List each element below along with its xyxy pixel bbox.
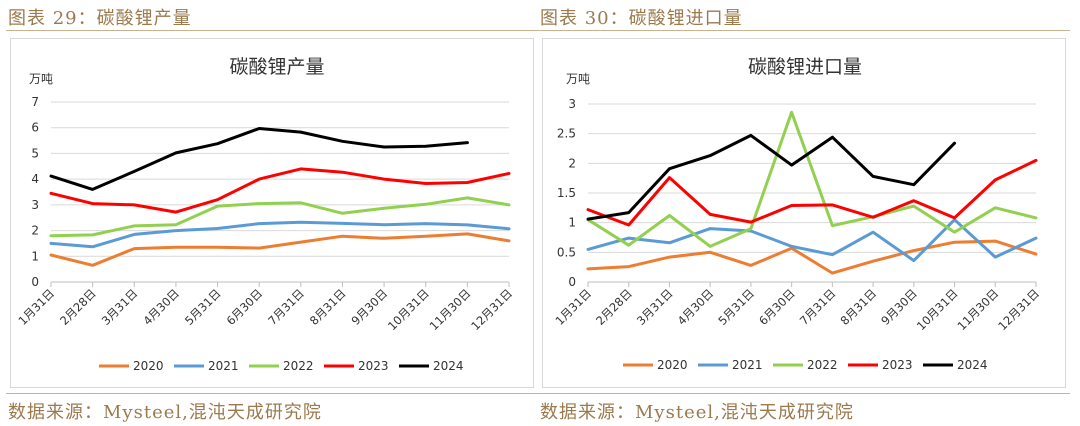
caption-rule — [538, 30, 1070, 31]
y-tick-label: 4 — [31, 172, 39, 186]
legend-label: 2021 — [208, 359, 239, 373]
data-source: 数据来源：Mysteel,混沌天成研究院 — [8, 402, 322, 423]
legend-label: 2023 — [882, 358, 913, 372]
legend-label: 2020 — [657, 358, 688, 372]
legend-label: 2023 — [358, 359, 389, 373]
unit-label: 万吨 — [29, 72, 53, 86]
chart-frame: 碳酸锂产量万吨 0 1 2 3 4 5 6 7 1月31日 2月28日 3月31日 4月30日 5月31日… — [10, 38, 534, 388]
y-tick-label: 3 — [31, 198, 39, 212]
x-tick-label: 12月31日 — [995, 286, 1042, 333]
series-line-2023 — [49, 167, 511, 214]
figure-30-panel: 图表 30：碳酸锂进口量 碳酸锂进口量 万吨 0 0.5 1 1.5 2 2.5 3 1月31日 2… — [538, 0, 1070, 426]
legend-label: 2022 — [807, 358, 838, 372]
x-tick-label: 2月28日 — [57, 286, 99, 328]
y-tick-label: 0 — [568, 275, 576, 289]
y-tick-label: 1 — [31, 249, 39, 263]
legend-label: 2024 — [433, 359, 464, 373]
x-tick-label: 9月30日 — [349, 286, 391, 328]
x-tick-label: 1月31日 — [15, 286, 57, 328]
series-line-2021 — [586, 218, 1038, 263]
y-tick-label: 2 — [568, 156, 576, 170]
source-rule — [6, 393, 538, 394]
data-source: 数据来源：Mysteel,混沌天成研究院 — [540, 402, 854, 423]
series-line-2023 — [586, 158, 1038, 227]
series-line-2021 — [49, 220, 511, 249]
y-tick-label: 6 — [31, 121, 39, 135]
x-tick-label: 2月28日 — [593, 286, 635, 328]
figure-caption: 图表 30：碳酸锂进口量 — [540, 8, 743, 29]
legend-label: 2021 — [732, 358, 763, 372]
legend-label: 2024 — [957, 358, 988, 372]
x-tick-label: 10月31日 — [385, 286, 432, 333]
x-tick-label: 5月31日 — [182, 286, 224, 328]
legend-label: 2020 — [133, 359, 164, 373]
x-tick-label: 1月31日 — [552, 286, 594, 328]
x-tick-label: 6月30日 — [756, 286, 798, 328]
x-tick-label: 3月31日 — [634, 286, 676, 328]
y-tick-label: 0 — [31, 275, 39, 289]
x-tick-label: 5月31日 — [715, 286, 757, 328]
x-tick-label: 3月31日 — [99, 286, 141, 328]
y-tick-label: 5 — [31, 146, 39, 160]
x-tick-label: 4月30日 — [140, 286, 182, 328]
legend-label: 2022 — [283, 359, 314, 373]
chart-title: 碳酸锂进口量 — [748, 56, 862, 78]
y-tick-label: 2 — [31, 224, 39, 238]
figure-caption: 图表 29：碳酸锂产量 — [8, 8, 192, 29]
series-line-2022 — [586, 110, 1038, 248]
x-tick-label: 9月30日 — [878, 286, 920, 328]
x-tick-label: 4月30日 — [675, 286, 717, 328]
x-tick-label: 6月30日 — [224, 286, 266, 328]
y-tick-label: 2.5 — [557, 127, 576, 141]
caption-rule — [6, 30, 538, 31]
y-tick-label: 3 — [568, 97, 576, 111]
y-tick-label: 0.5 — [557, 245, 576, 259]
y-tick-label: 1 — [568, 216, 576, 230]
x-tick-label: 11月30日 — [955, 286, 1002, 333]
series-line-2022 — [49, 196, 511, 238]
unit-label: 万吨 — [566, 72, 590, 86]
x-tick-label: 7月31日 — [265, 286, 307, 328]
x-tick-label: 8月31日 — [838, 286, 880, 328]
y-tick-label: 7 — [31, 95, 39, 109]
source-rule — [538, 393, 1070, 394]
figure-29-panel: 图表 29：碳酸锂产量 碳酸锂产量万吨 0 1 2 3 4 5 6 7 1月31日 2月28日 3月3… — [6, 0, 538, 426]
series-line-2024 — [49, 127, 469, 191]
series-line-2020 — [586, 239, 1038, 275]
chart-title: 碳酸锂产量 — [229, 56, 324, 78]
chart-frame: 碳酸锂进口量万吨 0 0.5 1 1.5 2 2.5 3 1月31日 2月28日 3月31日 4月30… — [542, 38, 1066, 388]
x-tick-label: 12月31日 — [468, 286, 515, 333]
series-line-2024 — [586, 133, 956, 221]
x-tick-label: 7月31日 — [797, 286, 839, 328]
x-tick-label: 10月31日 — [914, 286, 961, 333]
series-line-2020 — [49, 232, 511, 267]
x-tick-label: 11月30日 — [427, 286, 474, 333]
x-tick-label: 8月31日 — [307, 286, 349, 328]
y-tick-label: 1.5 — [557, 186, 576, 200]
